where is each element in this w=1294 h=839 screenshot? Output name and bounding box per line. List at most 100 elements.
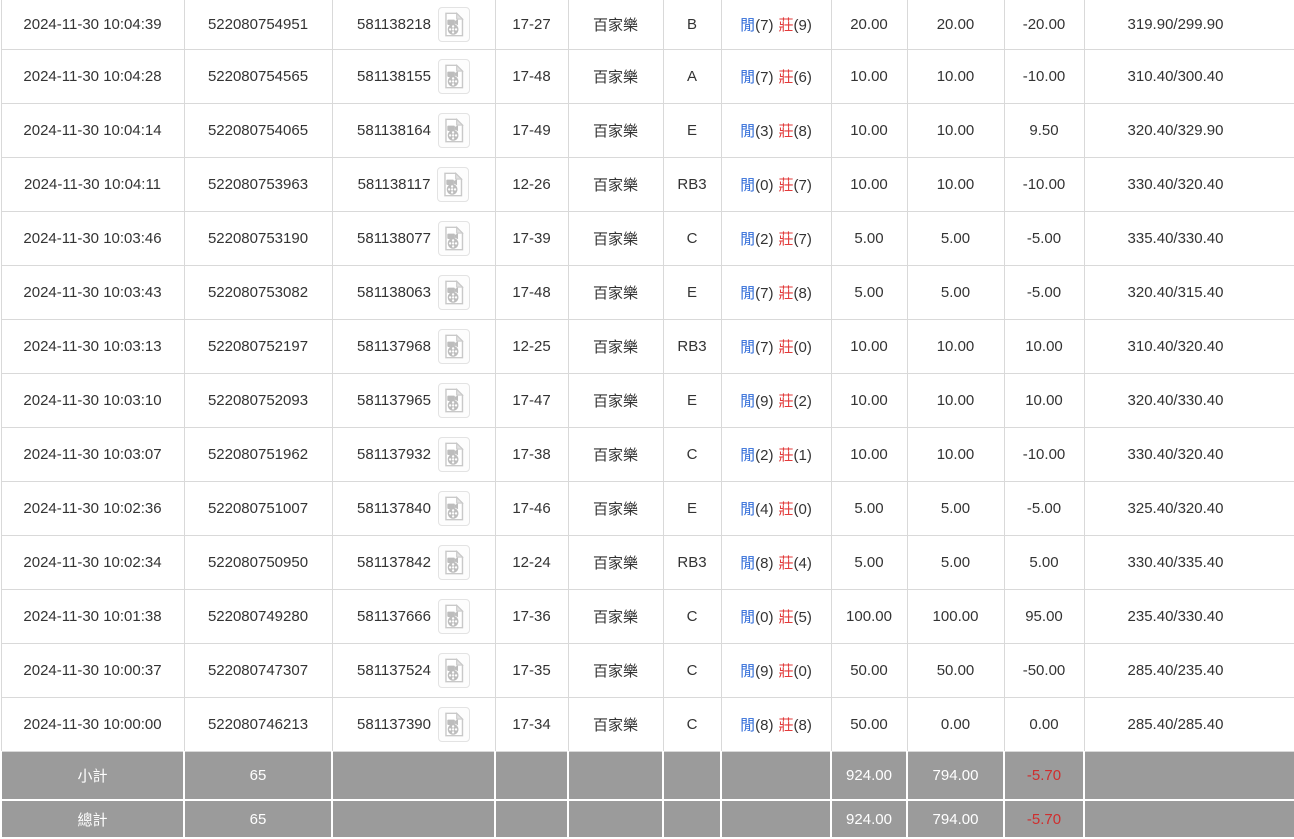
video-clip-icon bbox=[445, 549, 464, 574]
video-replay-button[interactable] bbox=[437, 436, 470, 472]
video-replay-button[interactable] bbox=[437, 598, 470, 634]
bet-time-cell: 2024-11-30 10:04:11 bbox=[0, 156, 185, 212]
round-number: 581137932 bbox=[357, 445, 431, 463]
order-number-cell: 522080746213 bbox=[183, 696, 333, 752]
game-type-cell: 百家樂 bbox=[567, 426, 664, 482]
valid-amount-cell: 5.00 bbox=[906, 264, 1005, 320]
round-number: 581138077 bbox=[357, 229, 431, 247]
balance-cell: 285.40/235.40 bbox=[1083, 642, 1294, 698]
win-loss-cell: -10.00 bbox=[1003, 48, 1085, 104]
banker-result-score: (0) bbox=[793, 662, 812, 680]
order-number-cell: 522080752197 bbox=[183, 318, 333, 374]
balance-cell: 285.40/285.40 bbox=[1083, 696, 1294, 752]
player-result-score: (9) bbox=[755, 662, 774, 680]
win-loss-cell: 10.00 bbox=[1003, 372, 1085, 428]
round-number: 581138218 bbox=[357, 15, 431, 33]
balance-cell: 319.90/299.90 bbox=[1083, 0, 1294, 50]
player-result-score: (2) bbox=[755, 446, 774, 464]
banker-result-score: (2) bbox=[793, 392, 812, 410]
game-type-cell: 百家樂 bbox=[567, 588, 664, 644]
player-result-label: 閒 bbox=[740, 716, 756, 734]
table-round-cell: 17-48 bbox=[494, 48, 569, 104]
video-clip-icon bbox=[445, 225, 464, 250]
banker-result-score: (4) bbox=[793, 554, 812, 572]
table-row: 2024-11-30 10:03:43 522080753082 5811380… bbox=[0, 264, 1294, 320]
video-replay-button[interactable] bbox=[437, 274, 470, 310]
table-row: 2024-11-30 10:00:00 522080746213 5811373… bbox=[0, 696, 1294, 752]
table-id-cell: E bbox=[662, 102, 722, 158]
table-round-cell: 17-48 bbox=[494, 264, 569, 320]
summary-bet-total: 924.00 bbox=[830, 799, 908, 839]
bet-time-cell: 2024-11-30 10:04:28 bbox=[0, 48, 185, 104]
video-replay-button[interactable] bbox=[437, 220, 470, 256]
game-round-cell: 581137932 bbox=[331, 426, 496, 482]
video-clip-icon bbox=[445, 333, 464, 358]
order-number-cell: 522080749280 bbox=[183, 588, 333, 644]
game-round-cell: 581138218 bbox=[331, 0, 496, 50]
game-type-cell: 百家樂 bbox=[567, 534, 664, 590]
banker-result-score: (7) bbox=[793, 230, 812, 248]
banker-result-score: (9) bbox=[793, 16, 812, 34]
banker-result-label: 莊 bbox=[778, 716, 794, 734]
player-result-score: (8) bbox=[755, 554, 774, 572]
round-number: 581138063 bbox=[357, 283, 431, 301]
video-replay-button[interactable] bbox=[437, 382, 470, 418]
video-replay-button[interactable] bbox=[437, 544, 470, 580]
video-clip-icon bbox=[445, 279, 464, 304]
result-cell: 閒(4) 莊(0) bbox=[720, 480, 832, 536]
video-replay-button[interactable] bbox=[437, 328, 470, 364]
table-id-cell: RB3 bbox=[662, 156, 722, 212]
video-replay-button[interactable] bbox=[437, 706, 470, 742]
balance-cell: 320.40/315.40 bbox=[1083, 264, 1294, 320]
bet-time-cell: 2024-11-30 10:03:43 bbox=[0, 264, 185, 320]
game-round-cell: 581137840 bbox=[331, 480, 496, 536]
player-result-score: (7) bbox=[755, 16, 774, 34]
round-number: 581138164 bbox=[357, 121, 431, 139]
player-result-label: 閒 bbox=[740, 446, 756, 464]
balance-cell: 335.40/330.40 bbox=[1083, 210, 1294, 266]
table-row: 2024-11-30 10:04:39 522080754951 5811382… bbox=[0, 0, 1294, 50]
banker-result-score: (6) bbox=[793, 68, 812, 86]
summary-count: 65 bbox=[183, 751, 333, 801]
bet-amount-cell: 10.00 bbox=[830, 48, 908, 104]
result-cell: 閒(0) 莊(5) bbox=[720, 588, 832, 644]
banker-result-score: (1) bbox=[793, 446, 812, 464]
video-replay-button[interactable] bbox=[437, 112, 470, 148]
game-type-cell: 百家樂 bbox=[567, 318, 664, 374]
player-result-score: (9) bbox=[755, 392, 774, 410]
round-number: 581137842 bbox=[357, 553, 431, 571]
video-replay-button[interactable] bbox=[437, 490, 470, 526]
table-row: 2024-11-30 10:03:13 522080752197 5811379… bbox=[0, 318, 1294, 374]
bet-time-cell: 2024-11-30 10:01:38 bbox=[0, 588, 185, 644]
game-round-cell: 581137390 bbox=[331, 696, 496, 752]
table-row: 2024-11-30 10:04:28 522080754565 5811381… bbox=[0, 48, 1294, 104]
video-clip-icon bbox=[445, 11, 464, 37]
win-loss-cell: -20.00 bbox=[1003, 0, 1085, 50]
player-result-score: (7) bbox=[755, 338, 774, 356]
player-result-label: 閒 bbox=[740, 68, 756, 86]
win-loss-cell: 0.00 bbox=[1003, 696, 1085, 752]
table-round-cell: 12-24 bbox=[494, 534, 569, 590]
balance-cell: 310.40/320.40 bbox=[1083, 318, 1294, 374]
order-number-cell: 522080752093 bbox=[183, 372, 333, 428]
round-number: 581137965 bbox=[357, 391, 431, 409]
valid-amount-cell: 50.00 bbox=[906, 642, 1005, 698]
table-row: 2024-11-30 10:03:10 522080752093 5811379… bbox=[0, 372, 1294, 428]
game-round-cell: 581137666 bbox=[331, 588, 496, 644]
result-cell: 閒(7) 莊(6) bbox=[720, 48, 832, 104]
records-body: 2024-11-30 10:04:39 522080754951 5811382… bbox=[0, 0, 1294, 752]
valid-amount-cell: 20.00 bbox=[906, 0, 1005, 50]
banker-result-label: 莊 bbox=[778, 176, 794, 194]
banker-result-score: (5) bbox=[793, 608, 812, 626]
banker-result-label: 莊 bbox=[778, 68, 794, 86]
game-type-cell: 百家樂 bbox=[567, 102, 664, 158]
valid-amount-cell: 100.00 bbox=[906, 588, 1005, 644]
player-result-label: 閒 bbox=[740, 284, 756, 302]
video-clip-icon bbox=[445, 441, 464, 466]
video-replay-button[interactable] bbox=[437, 58, 470, 94]
video-replay-button[interactable] bbox=[437, 652, 470, 688]
video-replay-button[interactable] bbox=[437, 6, 470, 42]
banker-result-score: (8) bbox=[793, 284, 812, 302]
video-replay-button[interactable] bbox=[437, 166, 470, 202]
